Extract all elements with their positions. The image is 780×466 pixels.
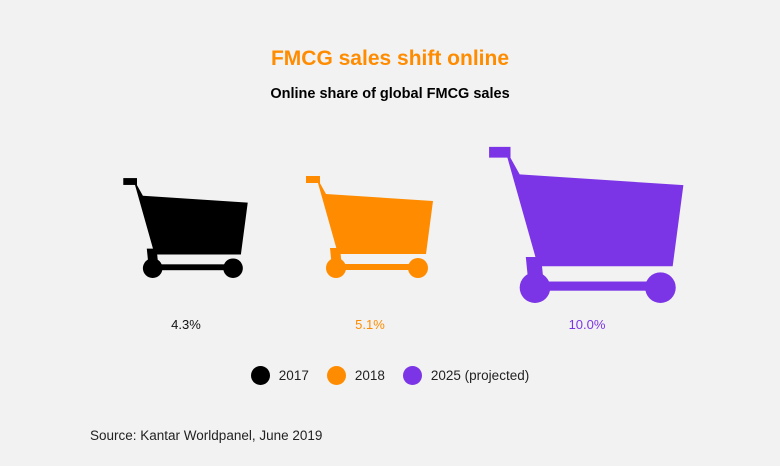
legend-item-2017: 2017 <box>250 366 309 385</box>
legend-swatch-2025 <box>402 366 422 385</box>
legend-label-2017: 2017 <box>278 368 309 383</box>
value-label-2025: 10.0% <box>569 317 606 332</box>
cart-wheel-right <box>645 272 676 303</box>
legend-swatch-2018 <box>326 366 346 385</box>
cart-2025 <box>489 146 684 303</box>
legend-item-2025: 2025 (projected) <box>402 366 530 385</box>
cart-wheel-right <box>223 258 243 279</box>
value-label-2017: 4.3% <box>171 317 201 332</box>
cart-2017 <box>123 178 248 279</box>
cart-wheel-left <box>142 258 163 279</box>
cart-axle <box>531 281 667 291</box>
chart-subtitle: Online share of global FMCG sales <box>270 86 510 102</box>
legend: 2017 2018 2025 (projected) <box>0 366 780 385</box>
cart-wheel-left <box>519 272 551 303</box>
cart-wheel-right <box>408 258 428 278</box>
chart-title: FMCG sales shift online <box>270 47 510 70</box>
legend-item-2018: 2018 <box>326 366 385 385</box>
cart-basket <box>504 146 684 267</box>
cart-basket <box>133 178 248 255</box>
legend-label-2025: 2025 (projected) <box>430 368 530 383</box>
cart-2018 <box>306 176 433 278</box>
chart-area: 4.3% 5.1% 10.0% <box>123 146 684 332</box>
legend-swatch-2017 <box>250 366 270 385</box>
cart-axle <box>334 264 422 270</box>
cart-wheel-left <box>326 258 346 278</box>
legend-label-2018: 2018 <box>354 368 385 383</box>
cart-axle <box>150 264 237 271</box>
source-note: Source: Kantar Worldpanel, June 2019 <box>90 428 323 443</box>
value-label-2018: 5.1% <box>355 317 385 332</box>
cart-basket <box>316 176 433 254</box>
